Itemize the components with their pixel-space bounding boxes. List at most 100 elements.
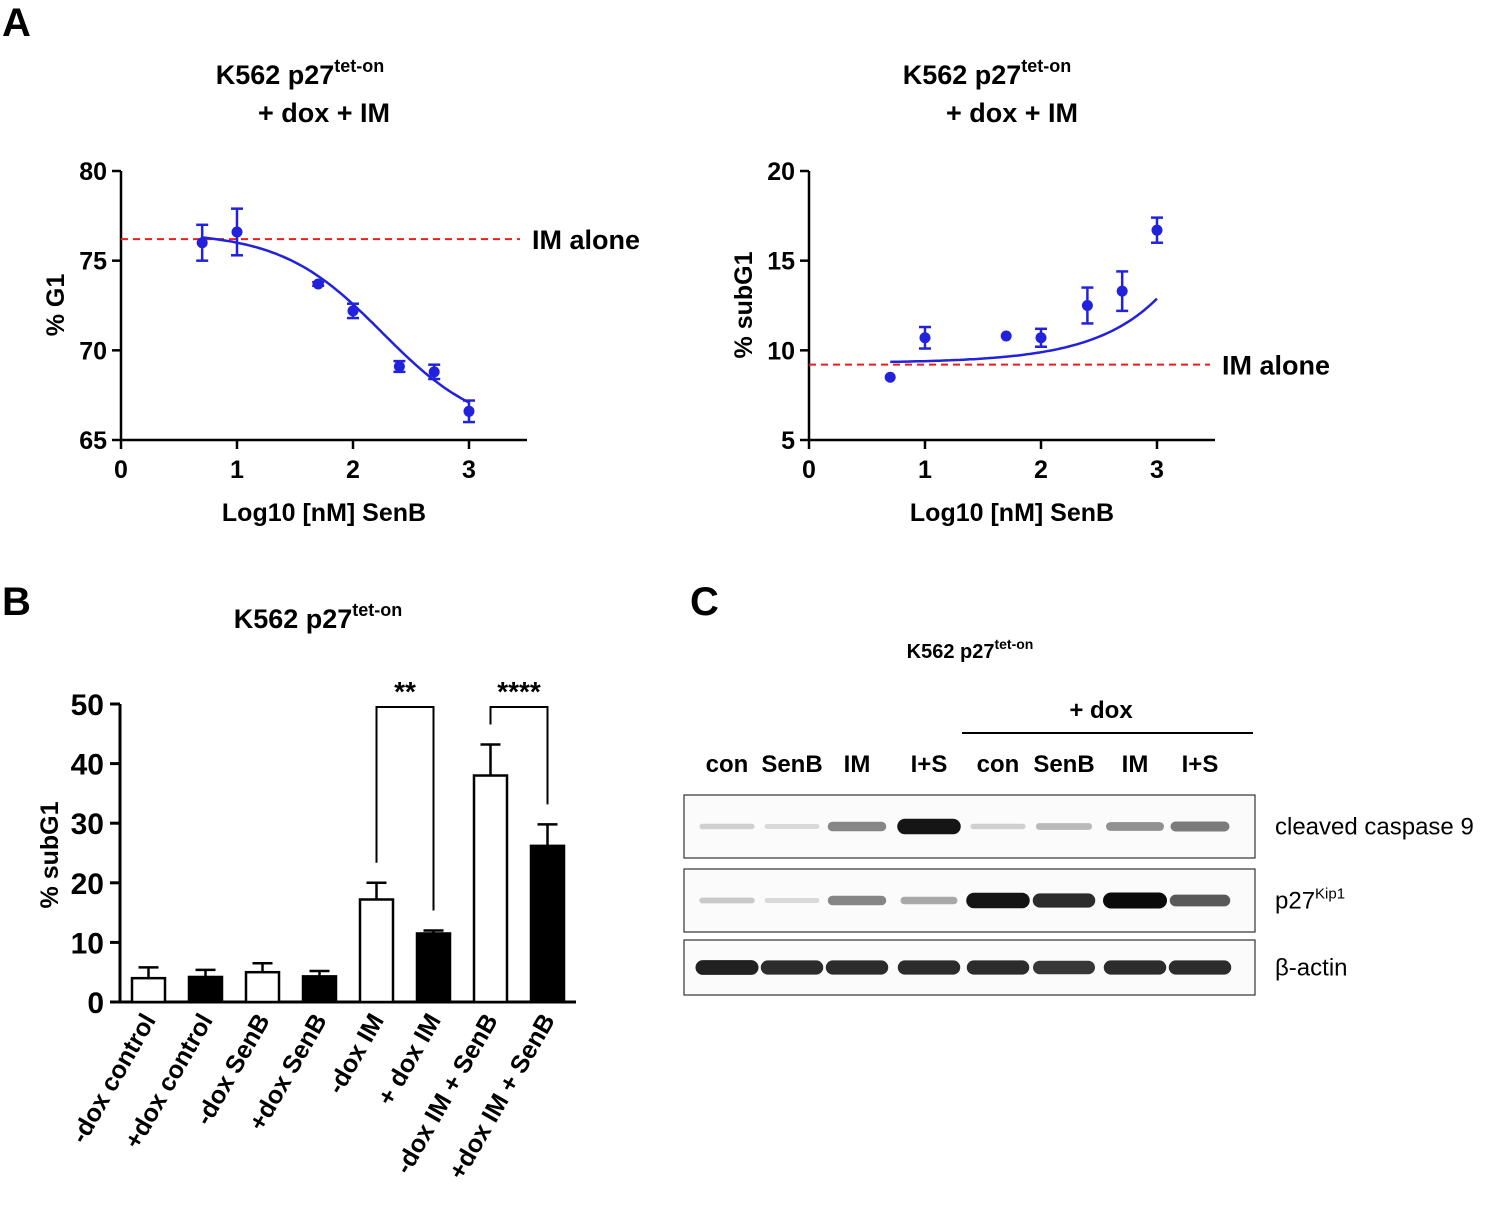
a2-ytick-label: 10 [767,337,795,365]
panel-c: C K562 p27tet-on + dox con SenB IM I+S con Se… [683,580,1474,996]
chart-b-bar [358,898,395,1004]
chart-b-significance-label: **** [497,676,541,707]
panel-label-a: A [2,1,31,45]
blot-band [825,960,889,975]
blot-row-label: p27Kip1 [1275,886,1345,915]
blot-lane-label: SenB [1033,751,1094,778]
panel-label-b: B [2,580,31,624]
a2-data-point [1151,224,1163,236]
chart-a-right-ticks: 5 10 15 20 0 1 2 3 [767,158,1164,484]
blot-band [966,892,1030,909]
chart-b-bar [472,774,509,1004]
blot-rows: cleaved caspase 9 p27Kip1 β-actin [683,794,1474,996]
chart-a-left-title: K562 p27tet-on [216,56,385,90]
blot-band [1103,892,1167,909]
blot-band [966,960,1030,975]
blot-band [699,897,755,904]
a1-ytick-label: 80 [79,158,107,186]
chart-b-bar [244,970,281,1004]
a1-data-point [463,405,475,417]
blot-lane-label: I+S [911,751,948,778]
a1-ytick-label: 75 [79,248,107,276]
blot-band [827,895,887,906]
blot-band [897,818,961,835]
chart-a-left-xlabel: Log10 [nM] SenB [222,499,426,527]
chart-a-left-points [196,207,475,424]
a1-ytick-label: 70 [79,337,107,365]
blot-band [897,960,961,975]
chart-a-right-subtitle: + dox + IM [946,98,1078,128]
blot-band [699,823,755,830]
a2-data-point [1035,332,1047,344]
blot-lane-label: IM [844,751,871,778]
chart-a-right-xlabel: Log10 [nM] SenB [910,499,1114,527]
a2-ytick-label: 20 [767,158,795,186]
a2-data-point [919,332,931,344]
blot-row-label: β-actin [1275,955,1348,982]
chart-a-left-reference-label: IM alone [532,225,640,255]
a1-xtick-label: 2 [346,456,360,484]
chart-b-ytick-label: 50 [71,689,104,722]
a1-ytick-label: 65 [79,427,107,455]
chart-b-bars [130,743,566,1004]
a1-data-point [312,278,324,290]
chart-a-right-points [884,216,1163,383]
a1-data-point [347,305,359,317]
chart-b-ytick-label: 0 [87,987,104,1020]
chart-b-bar [130,976,167,1004]
chart-b-bar [187,975,224,1004]
blot-lane-label: IM [1122,751,1149,778]
blot-band [695,960,759,975]
chart-b-ytick-label: 40 [71,749,104,782]
a1-xtick-label: 1 [230,456,244,484]
blot-band [1035,823,1093,830]
panel-a-right: K562 p27tet-on + dox + IM 5 10 15 20 0 1 2 3 IM… [730,56,1330,527]
chart-a-right-fit [890,297,1158,364]
blot-lane-label: SenB [761,751,822,778]
a1-data-point [231,226,243,238]
chart-b-bar [529,844,566,1004]
a2-data-point [884,371,896,383]
blot-band [760,960,824,975]
a2-xtick-label: 3 [1150,456,1164,484]
chart-b-significance-bracket [375,705,435,911]
blot-band [1032,893,1096,908]
chart-b-significance-bracket [489,705,549,805]
blot-lane-label: con [977,751,1020,778]
chart-a-left-fit [202,236,470,404]
blot-band [1170,821,1230,832]
a1-data-point [428,366,440,378]
a2-data-point [1116,285,1128,297]
chart-b-ticks: 0 10 20 30 40 50 [71,689,120,1020]
a2-xtick-label: 2 [1034,456,1048,484]
chart-a-left-axes [119,171,527,442]
chart-a-right-axes [807,171,1215,442]
chart-b-ylabel: % subG1 [36,801,64,908]
a1-fit-curve [202,236,470,404]
blot-band [900,896,958,905]
chart-b-ytick-label: 30 [71,808,104,841]
blot-band [1169,894,1231,907]
blot-lane-label: I+S [1182,751,1219,778]
chart-b-ytick-label: 20 [71,868,104,901]
blot-band [1106,822,1164,831]
blot-row-label: cleaved caspase 9 [1275,814,1474,841]
chart-b-bar [301,975,338,1004]
blot-band [764,898,820,903]
chart-b-categories: -dox control+dox control-dox SenB+dox Se… [65,1009,560,1184]
blot-title: K562 p27tet-on [907,636,1034,663]
chart-b-significance-label: ** [394,676,416,707]
a2-ytick-label: 5 [781,427,795,455]
blot-band [1033,960,1095,975]
a2-data-point [1081,300,1093,311]
blot-band [1103,960,1167,975]
a2-data-point [1000,330,1012,342]
chart-b-ytick-label: 10 [71,927,104,960]
blot-group-label: + dox [1069,697,1133,724]
a2-fit-curve [890,297,1158,364]
blot-lane-label: con [706,751,749,778]
chart-b-bar [415,932,452,1004]
blot-band [970,823,1026,830]
